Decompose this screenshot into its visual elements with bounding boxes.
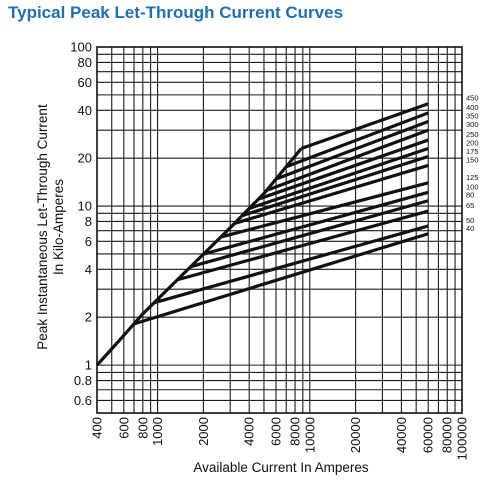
curve-150a xyxy=(234,163,429,225)
y-tick-2: 2 xyxy=(85,310,92,325)
y-tick-0.8: 0.8 xyxy=(74,373,92,388)
x-tick-labels: 400 600 800 1000 2000 4000 6000 8000 10000 20000 4… xyxy=(90,417,470,460)
rating-label-50: 50 xyxy=(466,216,474,225)
rating-label-100: 100 xyxy=(466,182,479,191)
x-tick-800: 800 xyxy=(135,417,150,439)
y-tick-100: 100 xyxy=(70,40,92,55)
x-tick-8000: 8000 xyxy=(288,417,303,446)
curve-80a xyxy=(190,199,429,269)
x-tick-1000: 1000 xyxy=(150,417,165,446)
x-tick-6000: 6000 xyxy=(269,417,284,446)
chart-grid xyxy=(97,47,462,413)
rating-label-400: 400 xyxy=(466,103,479,112)
y-tick-40: 40 xyxy=(78,103,92,118)
curve-65a xyxy=(176,209,429,282)
curve-40a xyxy=(133,232,429,326)
x-tick-100000: 100000 xyxy=(455,417,470,460)
rating-label-150: 150 xyxy=(466,155,479,164)
rating-label-450: 450 xyxy=(466,94,479,103)
y-tick-60: 60 xyxy=(78,75,92,90)
y-tick-10: 10 xyxy=(78,199,92,214)
plot-border xyxy=(96,46,463,414)
rating-label-65: 65 xyxy=(466,201,474,210)
rating-label-250: 250 xyxy=(466,130,479,139)
curve-250a xyxy=(257,138,429,201)
curve-100a xyxy=(202,190,429,256)
curve-50a xyxy=(153,224,429,305)
curve-300a xyxy=(265,128,429,192)
y-axis-label-line1: Peak Instantaneous Let-Through Current xyxy=(35,104,50,350)
rating-label-300: 300 xyxy=(466,120,479,129)
y-tick-1: 1 xyxy=(85,358,92,373)
curve-200a xyxy=(248,147,429,210)
x-tick-10000: 10000 xyxy=(302,417,317,453)
x-tick-60000: 60000 xyxy=(421,417,436,453)
curve-125a xyxy=(220,181,429,239)
rating-label-350: 350 xyxy=(466,112,479,121)
rating-label-40: 40 xyxy=(466,224,474,233)
x-tick-40000: 40000 xyxy=(394,417,409,453)
x-tick-80000: 80000 xyxy=(440,417,455,453)
x-tick-4000: 4000 xyxy=(242,417,257,446)
rating-label-200: 200 xyxy=(466,139,479,148)
chart-curves xyxy=(95,102,429,367)
envelope-curve xyxy=(95,147,303,367)
x-axis-label: Available Current In Amperes xyxy=(193,460,369,475)
curve-450a xyxy=(300,102,429,151)
curve-400a xyxy=(285,111,429,169)
y-axis-label-line2: In Kilo-Amperes xyxy=(51,179,66,275)
y-tick-20: 20 xyxy=(78,151,92,166)
y-tick-6: 6 xyxy=(85,234,92,249)
curve-175a xyxy=(241,154,429,218)
y-tick-80: 80 xyxy=(78,55,92,70)
y-tick-8: 8 xyxy=(85,214,92,229)
y-tick-4: 4 xyxy=(85,262,92,277)
x-tick-400: 400 xyxy=(90,417,105,439)
rating-label-175: 175 xyxy=(466,147,479,156)
chart-title: Typical Peak Let-Through Current Curves xyxy=(8,3,344,22)
plot-frame xyxy=(96,46,463,414)
x-tick-2000: 2000 xyxy=(196,417,211,446)
curve-350a xyxy=(275,120,429,181)
y-tick-0.6: 0.6 xyxy=(74,393,92,408)
rating-label-80: 80 xyxy=(466,191,474,200)
rating-label-125: 125 xyxy=(466,173,479,182)
x-tick-600: 600 xyxy=(116,417,131,439)
x-tick-20000: 20000 xyxy=(348,417,363,453)
